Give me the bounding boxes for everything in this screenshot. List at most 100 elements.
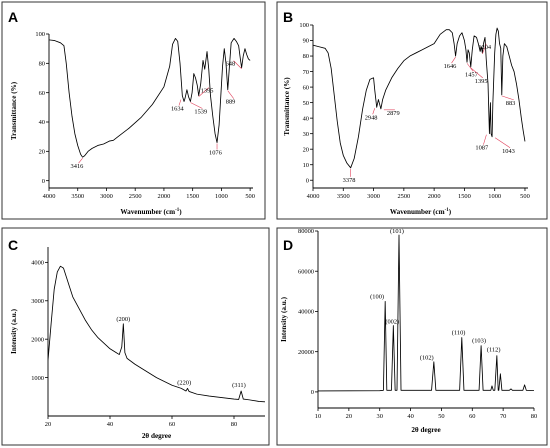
peak-annotation-label: 1087 xyxy=(475,145,489,152)
x-tick-label: 3500 xyxy=(337,193,350,200)
panel-letter: A xyxy=(8,9,18,25)
x-tick-label: 4000 xyxy=(307,193,320,200)
peak-leader-line xyxy=(227,90,235,99)
x-tick-label: 40 xyxy=(407,413,413,420)
x-tick-label: 60 xyxy=(169,421,175,428)
data-series-line xyxy=(313,27,526,169)
y-tick-label: 60 xyxy=(303,84,309,91)
peak-annotation-label: 2879 xyxy=(387,110,400,117)
y-tick-label: 10 xyxy=(303,162,309,169)
data-series-line xyxy=(318,234,534,392)
peak-leader-line xyxy=(451,56,456,64)
y-axis-label: Intensity (a.u.) xyxy=(280,296,288,342)
y-tick-label: 0 xyxy=(306,177,309,184)
panel-letter: C xyxy=(8,237,18,253)
peak-leader-line xyxy=(190,102,203,109)
peak-annotation-label: (200) xyxy=(116,316,130,323)
peak-annotation-label: (002) xyxy=(385,319,399,326)
peak-leader-line xyxy=(78,158,83,164)
x-tick-label: 50 xyxy=(438,413,444,420)
x-tick-label: 2500 xyxy=(129,193,142,200)
peak-annotation-label: (101) xyxy=(390,228,404,235)
y-tick-label: 30 xyxy=(303,131,309,138)
peak-annotation-label: 1204 xyxy=(478,44,492,51)
peak-leader-line xyxy=(198,87,209,97)
peak-annotation-label: 1395 xyxy=(201,88,214,95)
y-tick-label: 40000 xyxy=(298,309,314,316)
peak-annotation-label: (110) xyxy=(452,330,466,337)
peak-annotation-label: 1634 xyxy=(171,106,185,113)
peak-annotation-label: (102) xyxy=(420,355,434,362)
y-axis-label: Intensity (a.u.) xyxy=(10,308,18,354)
x-tick-label: 70 xyxy=(500,413,506,420)
peak-annotation-label: (100) xyxy=(370,293,384,300)
panel-b-ftir-chart: B 4000 3500 3000 2500 2000 1500 1000 500 0 10 20 30 4… xyxy=(276,1,548,220)
x-tick-label: 10 xyxy=(315,413,321,420)
y-tick-label: 0 xyxy=(311,389,314,396)
y-tick-label: 20 xyxy=(303,146,309,153)
peak-annotation-label: (311) xyxy=(232,382,246,389)
peak-leader-line xyxy=(482,43,487,55)
panel-frame xyxy=(1,227,270,446)
panel-c-xrd-chart: C 20 40 60 80 1000 2000 3000 4000 2θ degree Intens… xyxy=(1,227,270,446)
data-series-line xyxy=(48,265,265,403)
y-tick-label: 4000 xyxy=(31,260,44,267)
y-tick-label: 20000 xyxy=(298,349,314,356)
x-tick-label: 80 xyxy=(531,413,537,420)
y-tick-label: 0 xyxy=(42,178,45,185)
peak-annotation-label: 2948 xyxy=(365,114,378,121)
x-tick-label: 2000 xyxy=(158,193,171,200)
peak-annotation-label: 1076 xyxy=(209,150,222,157)
peak-annotation-label: 1457 xyxy=(465,71,479,78)
peak-leader-line xyxy=(466,63,474,72)
x-tick-label: 3000 xyxy=(100,193,113,200)
peak-annotation-label: 883 xyxy=(506,100,516,107)
panel-frame xyxy=(1,1,266,220)
x-axis-label: 2θ degree xyxy=(411,426,440,434)
y-tick-label: 80 xyxy=(39,61,45,68)
x-tick-label: 40 xyxy=(107,421,113,428)
peak-annotation-label: 648 xyxy=(226,61,236,68)
peak-annotation-label: (103) xyxy=(472,338,486,345)
y-tick-label: 90 xyxy=(303,38,309,45)
x-tick-label: 30 xyxy=(377,413,383,420)
y-tick-label: 60 xyxy=(39,90,45,97)
x-tick-label: 20 xyxy=(45,421,51,428)
y-tick-label: 70 xyxy=(303,69,309,76)
y-tick-label: 40 xyxy=(303,115,309,122)
x-axis-label: Wavenumber (cm-1) xyxy=(120,208,182,216)
peak-annotation-label: 1395 xyxy=(475,78,488,85)
panel-letter: B xyxy=(283,9,293,25)
y-tick-label: 1000 xyxy=(31,375,44,382)
x-tick-label: 1000 xyxy=(215,193,228,200)
panel-frame xyxy=(276,227,548,446)
panel-a-ftir-chart: A 4000 3500 3000 2500 2000 1500 1000 500 0 20 40 60 8… xyxy=(1,1,266,220)
peak-annotation-label: 1646 xyxy=(444,63,457,70)
x-tick-label: 2000 xyxy=(428,193,441,200)
peak-leader-line xyxy=(178,99,182,106)
x-tick-label: 60 xyxy=(469,413,475,420)
peak-annotation-label: (220) xyxy=(177,379,191,386)
x-tick-label: 80 xyxy=(231,421,237,428)
peak-leader-line xyxy=(233,60,242,69)
y-tick-label: 40 xyxy=(39,119,45,126)
x-tick-label: 1500 xyxy=(458,193,471,200)
x-tick-label: 3000 xyxy=(367,193,380,200)
x-tick-label: 1000 xyxy=(488,193,501,200)
y-tick-label: 2000 xyxy=(31,336,44,343)
x-tick-label: 1500 xyxy=(186,193,199,200)
y-tick-label: 60000 xyxy=(298,268,314,275)
panel-d-xrd-chart: D 10 20 30 40 50 60 70 80 0 20000 40000 60000 80000 2θ… xyxy=(276,227,548,446)
x-tick-label: 3500 xyxy=(71,193,84,200)
y-axis-label: Transmittance (%) xyxy=(283,77,291,136)
x-axis-label: Wavenumber (cm-1) xyxy=(390,208,452,216)
peak-annotation-label: 3378 xyxy=(343,177,356,184)
panel-letter: D xyxy=(283,237,293,253)
panel-frame xyxy=(276,1,548,220)
y-tick-label: 100 xyxy=(35,31,45,38)
y-tick-label: 50 xyxy=(303,100,309,107)
peak-annotation-label: 3416 xyxy=(71,163,84,170)
x-tick-label: 20 xyxy=(346,413,352,420)
y-axis-label: Transmittance (%) xyxy=(10,81,18,140)
